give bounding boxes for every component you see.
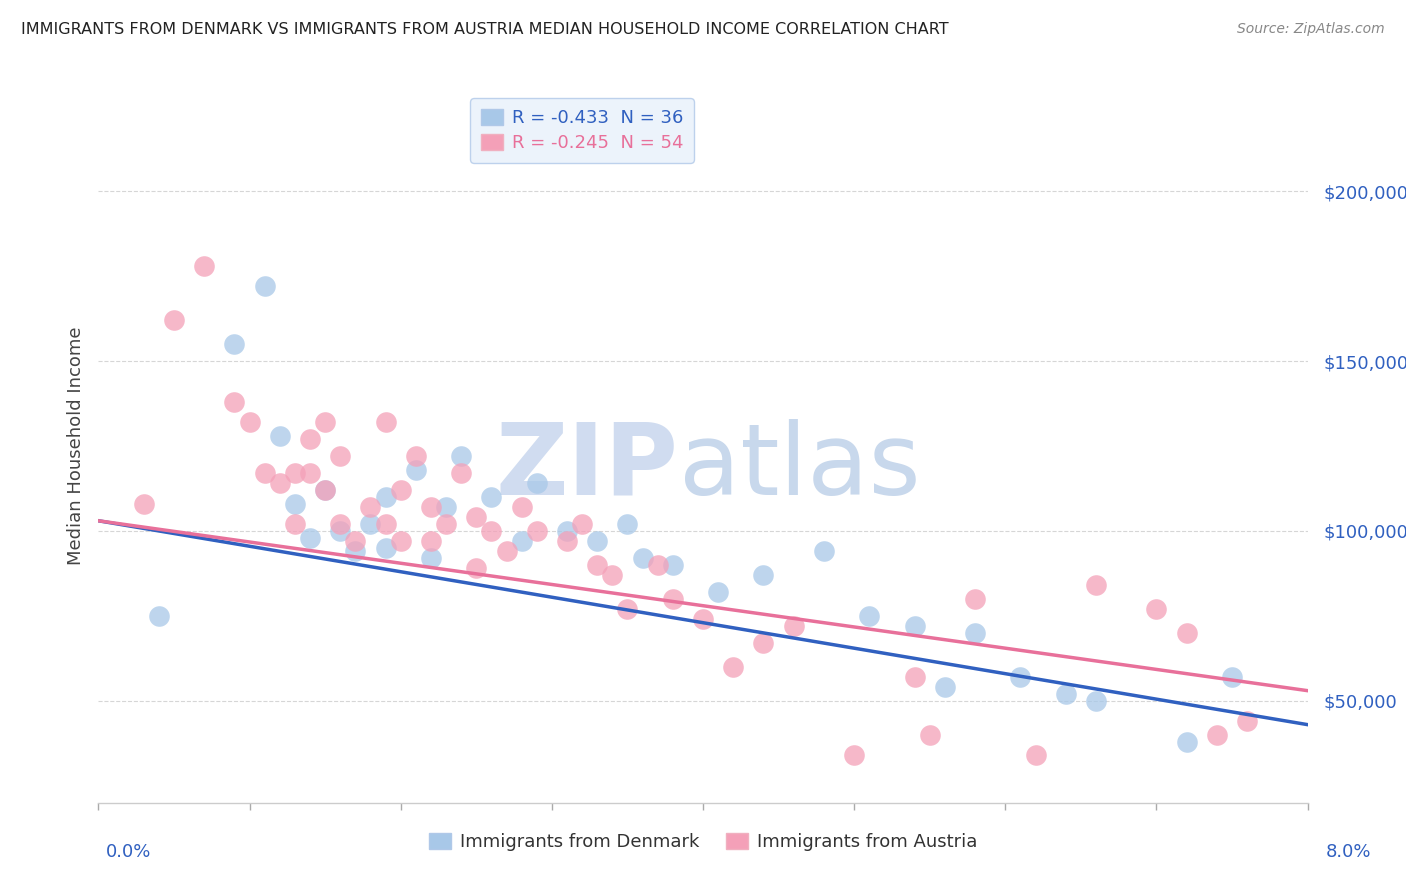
Point [239, 415, 262, 429]
Point [481, 524, 503, 538]
Point [692, 612, 714, 626]
Point [314, 415, 336, 429]
Point [1054, 687, 1077, 701]
Point [360, 517, 382, 532]
Point [374, 415, 396, 429]
Point [269, 476, 291, 491]
Point [374, 517, 396, 532]
Text: IMMIGRANTS FROM DENMARK VS IMMIGRANTS FROM AUSTRIA MEDIAN HOUSEHOLD INCOME CORRE: IMMIGRANTS FROM DENMARK VS IMMIGRANTS FR… [21, 22, 949, 37]
Point [344, 544, 367, 558]
Point [253, 466, 276, 480]
Point [389, 483, 412, 498]
Point [360, 500, 382, 515]
Point [783, 619, 806, 633]
Point [434, 517, 457, 532]
Point [647, 558, 669, 572]
Point [224, 394, 246, 409]
Point [465, 561, 488, 575]
Text: 0.0%: 0.0% [105, 843, 150, 861]
Y-axis label: Median Household Income: Median Household Income [66, 326, 84, 566]
Text: ZIP: ZIP [496, 419, 679, 516]
Point [269, 429, 291, 443]
Point [752, 636, 775, 650]
Point [465, 510, 488, 524]
Point [586, 558, 609, 572]
Point [858, 608, 880, 623]
Point [1010, 670, 1032, 684]
Point [602, 568, 624, 582]
Point [329, 449, 352, 463]
Point [510, 500, 533, 515]
Point [616, 602, 638, 616]
Point [555, 524, 578, 538]
Point [329, 517, 352, 532]
Point [299, 531, 322, 545]
Point [495, 544, 517, 558]
Point [1085, 694, 1108, 708]
Point [526, 524, 548, 538]
Point [314, 483, 336, 498]
Point [434, 500, 457, 515]
Point [844, 748, 866, 763]
Point [329, 524, 352, 538]
Point [481, 490, 503, 504]
Point [1175, 734, 1198, 748]
Point [148, 608, 170, 623]
Point [253, 279, 276, 293]
Point [918, 728, 941, 742]
Point [555, 534, 578, 549]
Point [616, 517, 638, 532]
Point [405, 449, 427, 463]
Point [420, 534, 443, 549]
Point [904, 670, 927, 684]
Point [405, 463, 427, 477]
Point [707, 585, 730, 599]
Point [344, 534, 367, 549]
Point [284, 517, 307, 532]
Point [586, 534, 609, 549]
Point [450, 466, 472, 480]
Point [163, 313, 186, 327]
Text: 8.0%: 8.0% [1326, 843, 1371, 861]
Point [752, 568, 775, 582]
Point [631, 551, 654, 566]
Point [1220, 670, 1243, 684]
Legend: Immigrants from Denmark, Immigrants from Austria: Immigrants from Denmark, Immigrants from… [422, 825, 984, 858]
Point [571, 517, 593, 532]
Point [723, 660, 745, 674]
Point [965, 626, 987, 640]
Text: atlas: atlas [679, 419, 921, 516]
Point [193, 259, 215, 273]
Point [1025, 748, 1047, 763]
Point [299, 432, 322, 446]
Point [450, 449, 472, 463]
Point [510, 534, 533, 549]
Point [934, 680, 956, 694]
Point [904, 619, 927, 633]
Point [420, 551, 443, 566]
Point [661, 591, 683, 606]
Point [374, 541, 396, 555]
Text: Source: ZipAtlas.com: Source: ZipAtlas.com [1237, 22, 1385, 37]
Point [813, 544, 835, 558]
Point [1206, 728, 1229, 742]
Point [299, 466, 322, 480]
Point [1085, 578, 1108, 592]
Point [374, 490, 396, 504]
Point [661, 558, 683, 572]
Point [284, 497, 307, 511]
Point [1175, 626, 1198, 640]
Point [314, 483, 336, 498]
Point [420, 500, 443, 515]
Point [132, 497, 155, 511]
Point [1146, 602, 1168, 616]
Point [965, 591, 987, 606]
Point [224, 337, 246, 351]
Point [389, 534, 412, 549]
Point [526, 476, 548, 491]
Point [1236, 714, 1258, 729]
Point [284, 466, 307, 480]
